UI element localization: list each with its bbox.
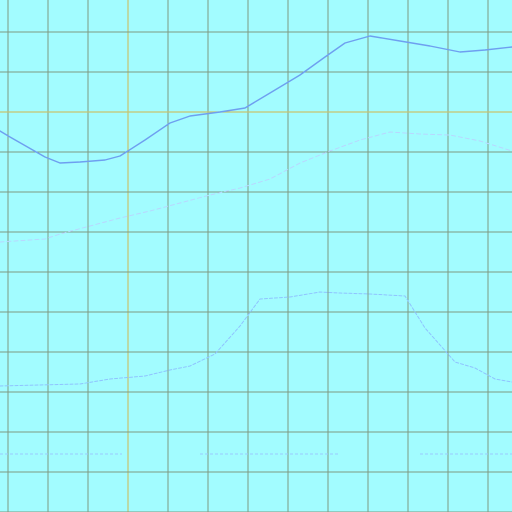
series-line-3 <box>0 291 512 387</box>
series-line-2 <box>0 131 512 243</box>
series-line-1 <box>0 35 512 164</box>
series-group <box>0 35 512 455</box>
